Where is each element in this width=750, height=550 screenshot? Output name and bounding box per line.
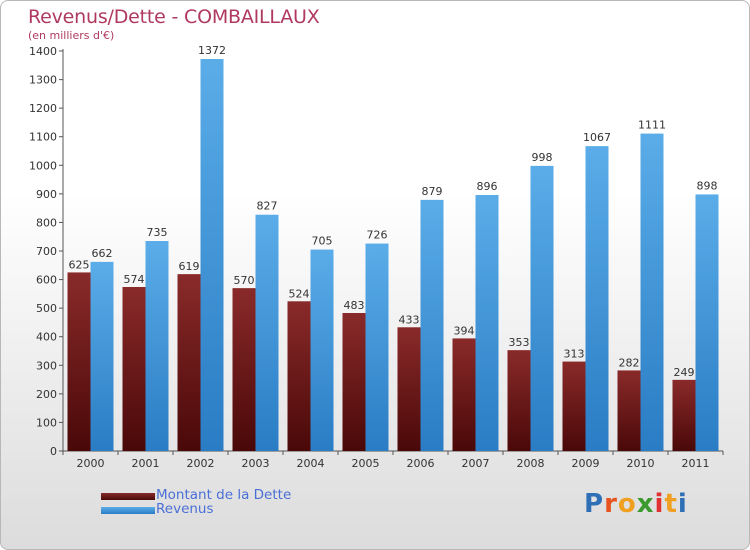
bar-revenue-2009 (585, 146, 609, 451)
y-tick-label: 900 (36, 188, 57, 201)
chart-subtitle: (en milliers d'€) (28, 29, 115, 42)
data-label-debt: 524 (289, 287, 310, 300)
logo-letter: o (617, 489, 637, 519)
data-label-revenue: 827 (257, 200, 278, 213)
y-tick-label: 1200 (29, 102, 57, 115)
x-tick-label: 2002 (187, 457, 215, 470)
y-tick-label: 1100 (29, 131, 57, 144)
bar-debt-2002 (177, 274, 201, 451)
bar-revenue-2001 (145, 241, 169, 451)
data-label-debt: 313 (564, 348, 585, 361)
logo-letter: x (636, 489, 655, 519)
logo-letter: r (604, 489, 618, 519)
data-label-debt: 249 (674, 366, 695, 379)
bar-debt-2008 (507, 350, 531, 451)
bar-revenue-2002 (200, 59, 224, 451)
bar-revenue-2005 (365, 243, 389, 451)
bar-revenue-2010 (640, 133, 664, 452)
data-label-debt: 625 (69, 258, 90, 271)
y-tick-label: 1400 (29, 45, 57, 58)
x-tick-label: 2003 (242, 457, 270, 470)
data-label-revenue: 1067 (583, 131, 611, 144)
bar-revenue-2008 (530, 165, 554, 451)
x-tick-label: 2004 (297, 457, 325, 470)
bar-revenue-2011 (695, 194, 719, 451)
data-label-revenue: 662 (92, 247, 113, 260)
y-tick-label: 1000 (29, 159, 57, 172)
bar-debt-2001 (122, 287, 146, 451)
legend-label-debt: Montant de la Dette (156, 487, 292, 503)
x-tick-label: 2001 (132, 457, 160, 470)
bar-debt-2004 (287, 301, 311, 451)
x-tick-label: 2008 (517, 457, 545, 470)
data-label-debt: 433 (399, 313, 420, 326)
data-label-revenue: 998 (532, 151, 553, 164)
bar-debt-2003 (232, 288, 256, 451)
bar-debt-2000 (67, 272, 91, 451)
y-tick-label: 100 (36, 416, 57, 429)
bar-revenue-2003 (255, 214, 279, 451)
logo-letter: P (584, 489, 605, 519)
bars-group (67, 59, 719, 452)
data-label-debt: 483 (344, 299, 365, 312)
x-tick-label: 2010 (627, 457, 655, 470)
x-tick-label: 2005 (352, 457, 380, 470)
x-tick-label: 2007 (462, 457, 490, 470)
data-label-revenue: 726 (367, 229, 388, 242)
data-label-debt: 282 (619, 356, 640, 369)
legend-swatch-debt (101, 493, 155, 500)
bar-debt-2009 (562, 361, 586, 451)
x-tick-label: 2000 (77, 457, 105, 470)
data-label-revenue: 1372 (198, 44, 226, 57)
data-label-debt: 353 (509, 336, 530, 349)
bar-debt-2007 (452, 338, 476, 451)
data-label-debt: 619 (179, 260, 200, 273)
bar-debt-2011 (672, 379, 696, 451)
data-label-debt: 570 (234, 274, 255, 287)
data-label-revenue: 898 (697, 179, 718, 192)
data-label-debt: 394 (454, 324, 475, 337)
data-label-revenue: 1111 (638, 119, 666, 132)
x-tick-label: 2006 (407, 457, 435, 470)
axes-group: 0 100 200 300 400 500 600 700 800 900 1000 1100 1200… (29, 45, 724, 470)
x-tick-label: 2009 (572, 457, 600, 470)
logo-letter: t (664, 489, 678, 519)
bar-revenue-2006 (420, 199, 444, 451)
proxiti-logo: Proxiti (584, 489, 688, 519)
y-tick-label: 800 (36, 216, 57, 229)
bar-debt-2006 (397, 327, 421, 451)
legend-swatch-revenue (101, 507, 155, 514)
data-label-revenue: 735 (147, 226, 168, 239)
bar-revenue-2004 (310, 249, 334, 451)
y-tick-label: 0 (50, 445, 57, 458)
data-label-debt: 574 (124, 273, 145, 286)
y-tick-label: 600 (36, 274, 57, 287)
data-label-revenue: 879 (422, 185, 443, 198)
legend-label-revenue: Revenus (156, 501, 214, 517)
bar-debt-2005 (342, 313, 366, 451)
y-tick-label: 300 (36, 359, 57, 372)
bar-revenue-2007 (475, 195, 499, 451)
bar-revenue-2000 (90, 261, 114, 451)
y-tick-label: 400 (36, 331, 57, 344)
y-tick-label: 500 (36, 302, 57, 315)
data-label-revenue: 705 (312, 235, 333, 248)
data-label-revenue: 896 (477, 180, 498, 193)
y-tick-label: 700 (36, 245, 57, 258)
logo-letter: i (654, 489, 665, 519)
bar-debt-2010 (617, 370, 641, 451)
chart-title: Revenus/Dette - COMBAILLAUX (28, 6, 320, 28)
x-tick-label: 2011 (682, 457, 710, 470)
y-tick-label: 1300 (29, 74, 57, 87)
y-tick-label: 200 (36, 388, 57, 401)
logo-letter: i (677, 489, 688, 519)
